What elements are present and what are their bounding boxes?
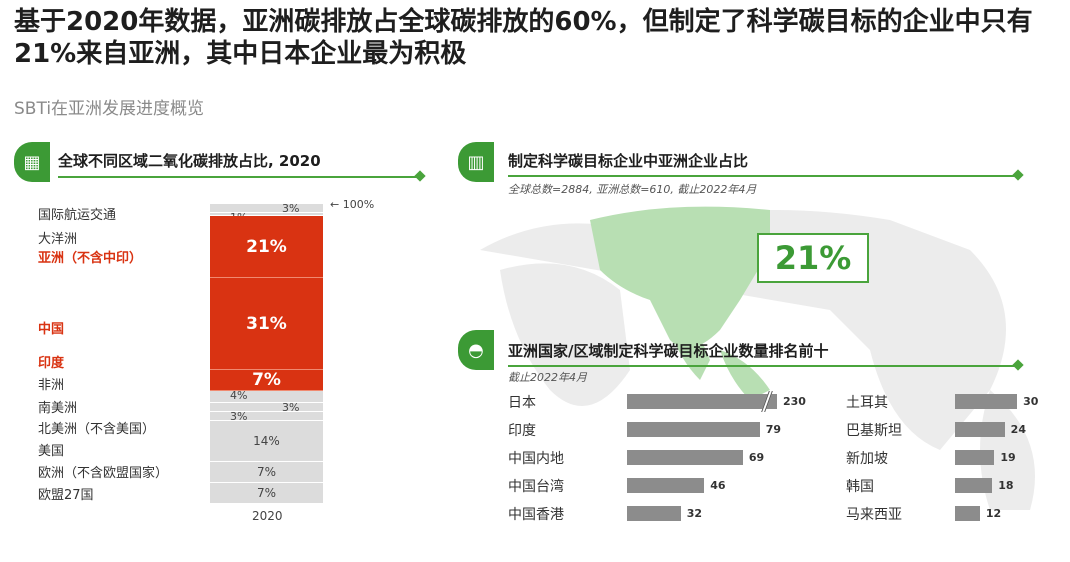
bar (955, 450, 995, 465)
bar (627, 422, 760, 437)
axis-break-icon (761, 391, 773, 412)
bar-segment: 7% (210, 462, 323, 484)
legend-label: 北美洲（不含美国） (38, 422, 156, 437)
building-icon: ▥ (458, 142, 494, 182)
category-label: 中国内地 (508, 451, 564, 467)
world-map (480, 206, 1035, 510)
ranking-note: 截止2022年4月 (508, 371, 587, 384)
category-label: 马来西亚 (846, 507, 902, 523)
stacked-bar: 3%1%21%31%7%4%3%3%14%7%7% (210, 202, 323, 504)
value-label: 12 (985, 507, 1002, 520)
legend-label: 南美洲 (38, 401, 78, 416)
bar-segment: 7% (210, 370, 323, 392)
bar-segment: 3% (210, 409, 323, 423)
x-tick-label: 2020 (252, 509, 283, 523)
share-note: 全球总数=2884, 亚洲总数=610, 截止2022年4月 (508, 183, 757, 196)
map-icon: ▦ (14, 142, 50, 182)
asia-region (590, 206, 770, 348)
value-label: 24 (1010, 423, 1026, 436)
bar-segment: 21% (210, 215, 323, 279)
value-label: 30 (1023, 395, 1039, 408)
bar (955, 478, 993, 493)
legend-label: 国际航运交通 (38, 208, 117, 223)
bar-segment: 3% (210, 202, 323, 215)
share-title: 制定科学碳目标企业中亚洲企业占比 (508, 152, 749, 170)
bar (627, 450, 743, 465)
divider (58, 176, 420, 178)
legend-label: 欧盟27国 (38, 488, 94, 503)
bar-segment: 3% (210, 400, 323, 414)
legend-label: 大洋洲 (38, 232, 78, 247)
divider (508, 175, 1018, 177)
data-label: 3% (282, 400, 300, 414)
emissions-chart-title: 全球不同区域二氧化碳排放占比, 2020 (58, 152, 321, 170)
bar (627, 478, 705, 493)
bar-segment: 4% (210, 389, 323, 403)
share-badge: 21% (757, 233, 869, 283)
asia-map-icon: ◓ (458, 330, 494, 370)
bar (627, 506, 681, 521)
page-subtitle: SBTi在亚洲发展进度概览 (14, 99, 205, 119)
data-label: 7% (256, 465, 277, 480)
data-label: 21% (246, 236, 287, 257)
category-label: 土耳其 (846, 395, 888, 411)
bar-segment: 14% (210, 420, 323, 463)
category-label: 巴基斯坦 (846, 423, 902, 439)
data-label: 3% (230, 409, 248, 423)
category-label: 中国香港 (508, 507, 564, 523)
value-label: 32 (686, 507, 703, 520)
bar-segment: 31% (210, 278, 323, 371)
bar (955, 506, 980, 521)
legend-label: 非洲 (38, 378, 65, 393)
data-label: 14% (253, 434, 280, 449)
category-label: 印度 (508, 423, 536, 439)
page-title: 基于2020年数据，亚洲碳排放占全球碳排放的60%，但制定了科学碳目标的企业中只… (14, 7, 1033, 69)
data-label: 7% (252, 370, 281, 391)
bar (627, 391, 777, 412)
legend-label: 中国 (38, 322, 65, 337)
category-label: 日本 (508, 395, 536, 411)
data-label: 7% (256, 486, 277, 501)
legend-label: 印度 (38, 356, 65, 371)
divider (508, 365, 1018, 367)
marker-100: ← 100% (330, 198, 375, 211)
value-label: 19 (1000, 451, 1016, 464)
legend-label: 美国 (38, 444, 65, 459)
category-label: 韩国 (846, 479, 874, 495)
bar-segment: 7% (210, 483, 323, 504)
bar (955, 394, 1018, 409)
bar (955, 422, 1005, 437)
ranking-title: 亚洲国家/区域制定科学碳目标企业数量排名前十 (508, 342, 829, 360)
legend-label: 欧洲（不含欧盟国家） (38, 466, 169, 481)
data-label: 3% (282, 202, 300, 215)
value-label: 46 (710, 479, 726, 492)
legend-label: 亚洲（不含中印） (38, 251, 143, 266)
value-label: 18 (998, 479, 1014, 492)
value-label: 69 (748, 451, 765, 464)
category-label: 新加坡 (846, 451, 888, 467)
data-label: 4% (230, 389, 248, 403)
data-label: 31% (246, 313, 287, 334)
value-label: 230 (783, 395, 806, 408)
category-label: 中国台湾 (508, 479, 564, 495)
marker-label: 100% (342, 198, 375, 211)
value-label: 79 (765, 423, 782, 436)
